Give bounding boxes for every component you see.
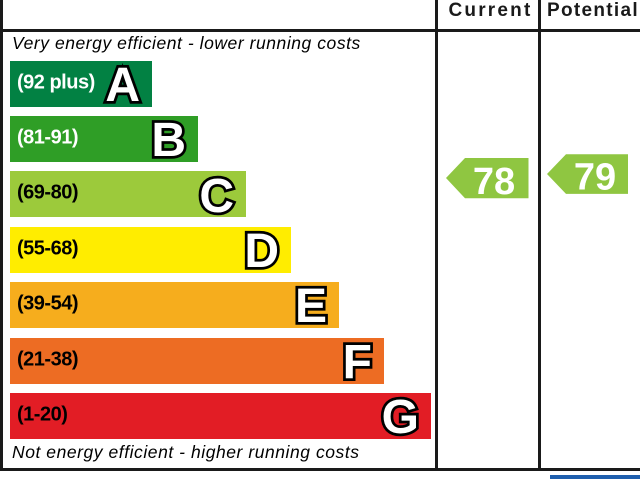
- svg-text:D: D: [244, 225, 279, 278]
- svg-text:F: F: [343, 336, 372, 389]
- svg-text:B: B: [151, 114, 186, 167]
- svg-text:C: C: [199, 170, 234, 223]
- svg-text:E: E: [295, 280, 327, 333]
- svg-text:79: 79: [574, 157, 616, 199]
- svg-text:G: G: [382, 391, 419, 444]
- svg-text:78: 78: [473, 161, 515, 203]
- svg-text:A: A: [105, 59, 140, 112]
